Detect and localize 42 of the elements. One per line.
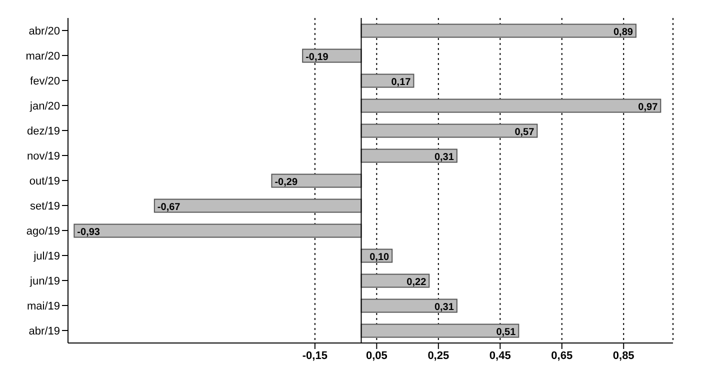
y-tick-label: mar/20 [26,50,60,62]
data-label: 0,89 [613,26,634,38]
y-tick-label: set/19 [30,200,60,212]
y-tick-label: abr/20 [28,25,60,38]
x-tick-label: 0,05 [366,350,388,362]
data-label: 0,22 [406,276,427,288]
bar [360,324,520,338]
x-tick-label: 0,45 [489,350,511,362]
y-tick-label: out/19 [29,175,60,188]
bar [154,198,362,213]
data-label: 0,57 [514,126,535,138]
data-label: 0,31 [434,302,454,313]
y-tick-label: mai/19 [26,300,60,312]
x-tick-label: -0,15 [302,350,328,362]
data-label: 0,97 [638,102,658,113]
y-tick-label: ago/19 [26,225,60,238]
bar [74,224,362,238]
data-label: -0,93 [77,226,100,238]
bar [360,148,458,163]
y-tick-label: abr/19 [28,325,60,338]
bar [360,98,662,113]
bar [360,274,430,288]
x-tick-label: 0,85 [612,350,634,362]
y-tick-label: fev/20 [30,75,60,88]
x-tick-label: 0,25 [428,350,450,362]
y-tick-label: jul/19 [32,250,60,262]
bar [360,24,636,38]
data-label: -0,29 [274,176,298,188]
data-label: 0,31 [434,152,454,163]
bar [360,298,458,313]
bar [360,124,538,138]
y-tick-label: nov/19 [26,150,60,162]
y-tick-label: jun/19 [29,275,60,288]
data-label: 0,10 [370,252,390,263]
y-tick-label: jan/20 [29,100,60,112]
data-label: 0,17 [391,76,412,88]
data-label: -0,19 [306,52,329,63]
x-tick-label: 0,65 [551,350,573,362]
bar [271,174,362,188]
y-tick-label: dez/19 [26,125,60,138]
data-label: 0,51 [496,326,516,338]
data-label: -0,67 [157,202,181,213]
